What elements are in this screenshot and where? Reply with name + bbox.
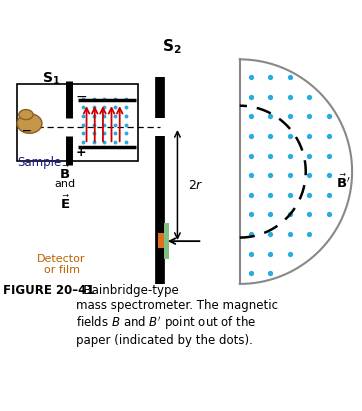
Text: Detector
or film: Detector or film (37, 254, 86, 275)
Bar (158, 233, 164, 248)
Bar (164, 223, 169, 259)
Text: $\vec{\mathbf{B}}'$: $\vec{\mathbf{B}}'$ (336, 174, 350, 191)
Text: $\mathbf{S_1}$: $\mathbf{S_1}$ (42, 71, 60, 87)
Text: FIGURE 20–41: FIGURE 20–41 (3, 284, 94, 297)
Bar (17, 84, 138, 161)
Text: and: and (55, 179, 76, 189)
Ellipse shape (19, 110, 33, 120)
Text: $\vec{\mathbf{E}}$: $\vec{\mathbf{E}}$ (60, 195, 70, 212)
Text: −: − (75, 90, 87, 104)
Text: $2r$: $2r$ (188, 179, 204, 192)
Text: $\mathbf{S_2}$: $\mathbf{S_2}$ (162, 37, 182, 56)
Ellipse shape (17, 114, 42, 133)
Text: Sample: Sample (17, 156, 61, 169)
Text: Bainbridge-type
mass spectrometer. The magnetic
fields $B$ and $B'$ point out of: Bainbridge-type mass spectrometer. The m… (76, 284, 278, 347)
Text: $\vec{\mathbf{B}}$: $\vec{\mathbf{B}}$ (59, 164, 71, 182)
Text: +: + (76, 146, 87, 159)
